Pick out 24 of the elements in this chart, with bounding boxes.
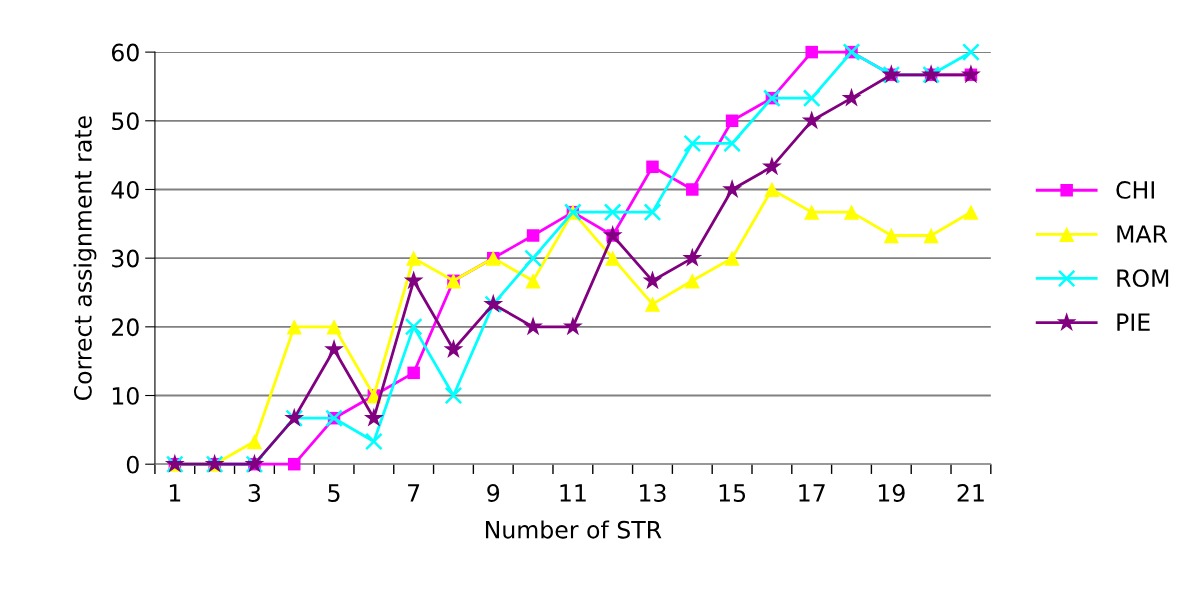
y-tick-label: 0: [126, 455, 139, 474]
y-axis-title: Correct assignment rate: [73, 116, 97, 401]
x-tick-label: 15: [719, 484, 746, 502]
x-tick-label: 5: [328, 484, 340, 502]
legend-label: PIE: [1117, 313, 1150, 331]
legend-label: MAR: [1117, 225, 1168, 243]
y-tick-label: 60: [111, 43, 139, 62]
y-tick-label: 40: [111, 180, 139, 199]
x-tick-label: 3: [248, 484, 261, 502]
x-tick-label: 11: [560, 484, 586, 502]
x-tick-label: 9: [487, 484, 500, 502]
x-tick-label: 1: [169, 484, 181, 502]
y-tick-label: 30: [112, 249, 139, 268]
y-tick-label: 50: [112, 112, 139, 131]
x-tick-label: 19: [878, 484, 905, 502]
y-tick-label: 10: [112, 386, 139, 405]
legend-label: ROM: [1117, 269, 1169, 288]
y-tick-label: 20: [112, 318, 139, 337]
x-tick-label: 7: [408, 484, 420, 502]
legend-label: CHI: [1116, 181, 1154, 199]
x-tick-label: 13: [640, 484, 666, 502]
x-tick-label: 21: [957, 484, 984, 502]
x-tick-label: 17: [799, 484, 825, 502]
x-axis-title: Number of STR: [485, 520, 662, 539]
